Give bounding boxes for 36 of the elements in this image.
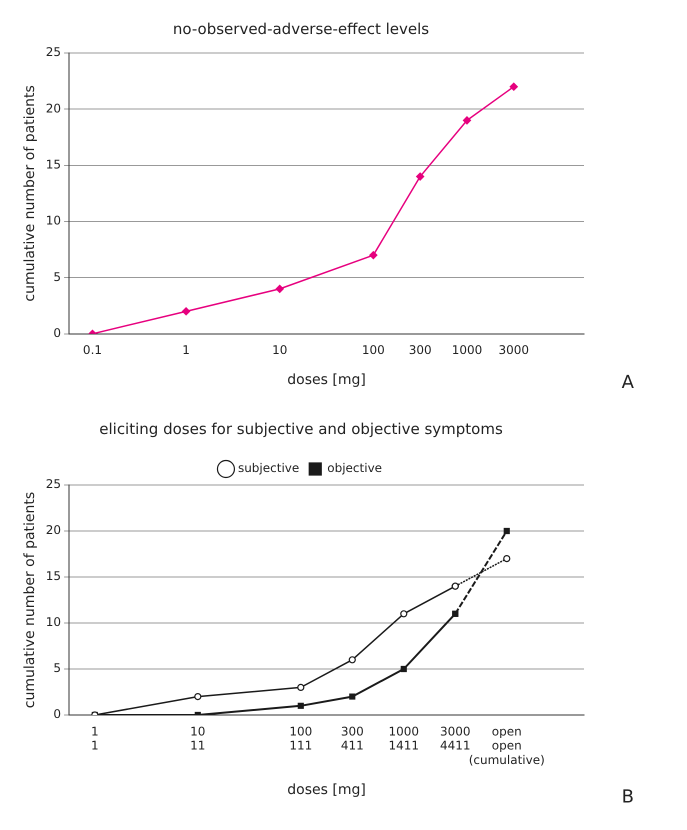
text: B <box>622 786 634 808</box>
x-tick-label: 10 11 <box>190 724 206 753</box>
x-tick-label: 1 1 <box>90 724 99 753</box>
x-tick-label: 3000 <box>498 343 530 358</box>
y-tick-label: 10 <box>46 214 62 228</box>
x-tick-label: 1000 <box>452 343 482 358</box>
x-tick-label: 100 <box>362 343 385 358</box>
y-tick-label: 20 <box>46 101 62 116</box>
y-axis-title: cumulative number of patients <box>22 85 38 302</box>
y-tick-label: 20 <box>46 523 62 538</box>
y-tick-label: 0 <box>53 707 62 722</box>
x-axis-title: doses [mg] <box>287 372 366 388</box>
x-tick-label: 300 411 <box>340 724 364 753</box>
y-tick-label: 25 <box>46 45 62 60</box>
legend-label: subjective <box>238 461 300 476</box>
x-tick-label: 3000 4411 <box>440 724 471 753</box>
x-tick-label: open open (cumulative) <box>468 724 545 768</box>
y-tick-label: 0 <box>53 326 62 340</box>
x-tick-label: 100 111 <box>289 724 312 753</box>
chart-title: eliciting doses for subjective and objective symptoms <box>99 420 503 438</box>
x-axis-title: doses [mg] <box>287 782 366 798</box>
legend-label: objective <box>327 461 382 476</box>
y-tick-label: 5 <box>53 661 62 676</box>
y-axis-title: cumulative number of patients <box>22 492 38 708</box>
y-tick-label: 15 <box>46 157 62 172</box>
x-tick-label: 1 <box>182 343 190 358</box>
x-tick-label: 300 <box>408 343 432 358</box>
y-tick-label: 5 <box>53 270 62 284</box>
x-tick-label: 1000 1411 <box>388 724 420 753</box>
y-tick-label: 15 <box>46 569 62 584</box>
x-tick-label: 0.1 <box>82 343 102 358</box>
text: A <box>622 372 635 393</box>
x-tick-label: 10 <box>272 343 288 358</box>
y-tick-label: 10 <box>46 615 62 630</box>
y-tick-label: 25 <box>46 477 62 492</box>
chart-title: no-observed-adverse-effect levels <box>172 20 430 38</box>
